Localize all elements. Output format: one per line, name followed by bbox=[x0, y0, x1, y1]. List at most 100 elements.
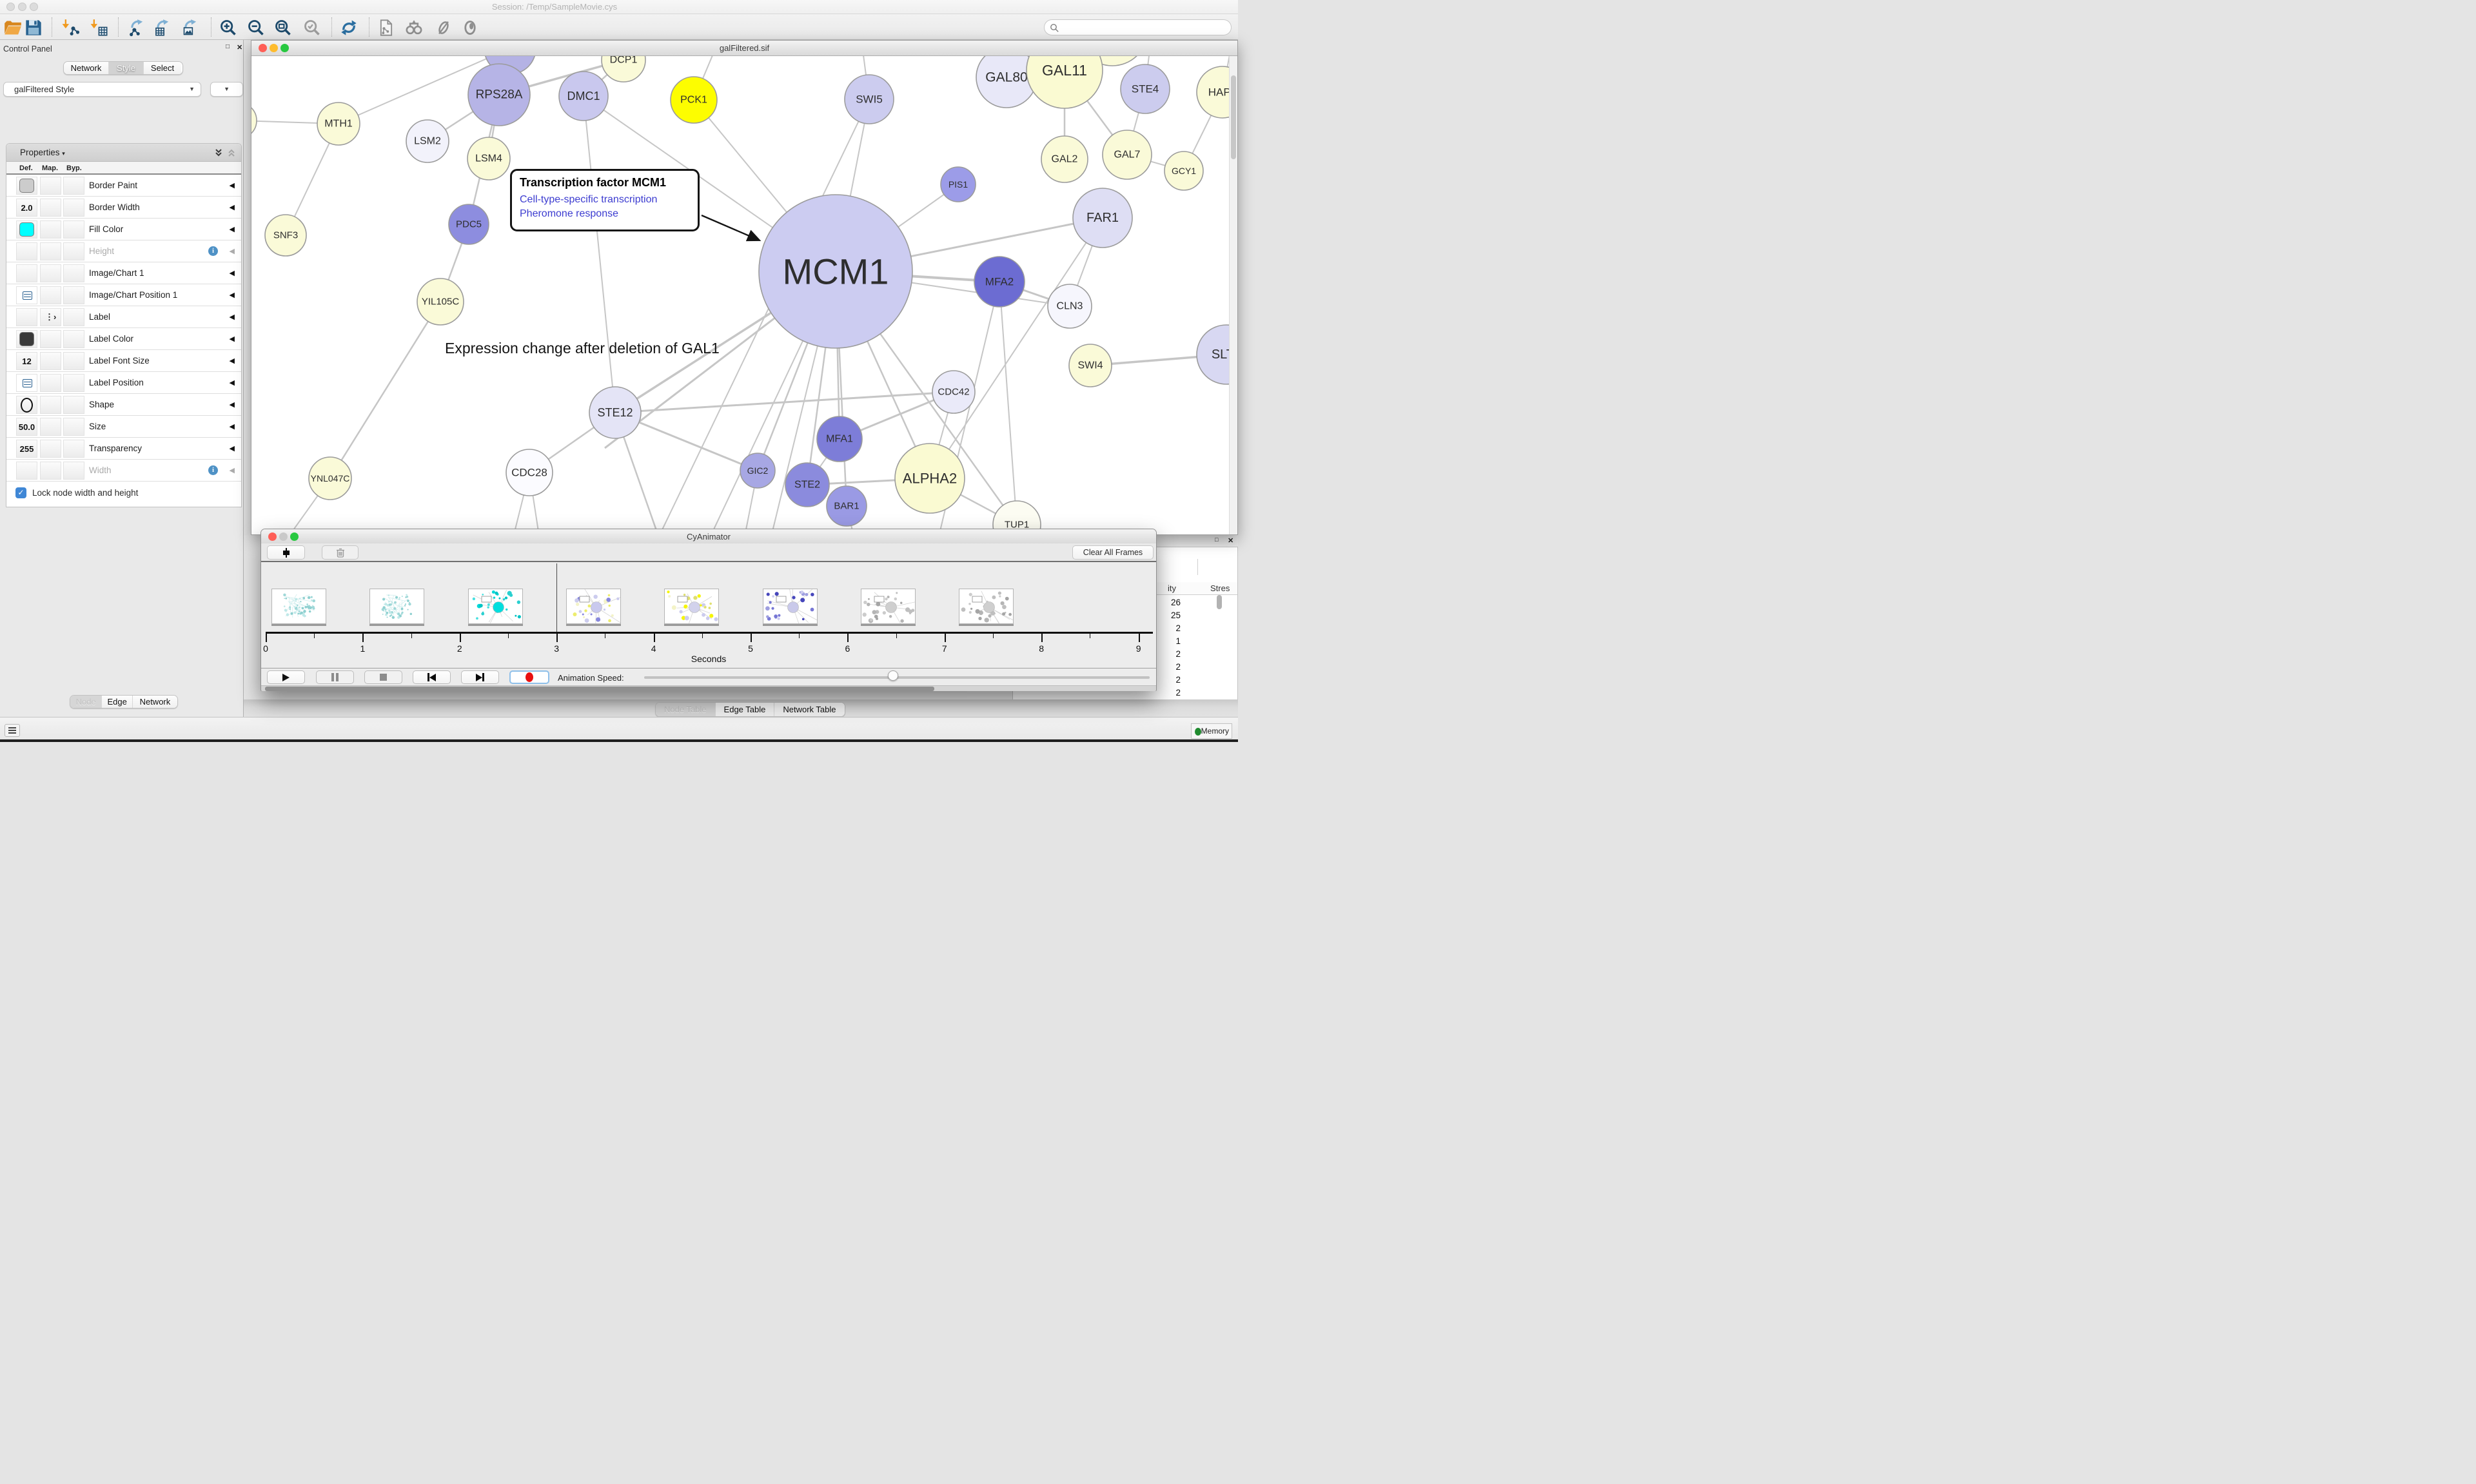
property-row[interactable]: 12Label Font Size◀ bbox=[6, 350, 241, 372]
skip-to-end-button[interactable] bbox=[461, 670, 499, 684]
network-node[interactable]: CDC42 bbox=[932, 371, 975, 413]
network-node[interactable]: STE4 bbox=[1121, 64, 1170, 113]
byp-cell[interactable] bbox=[63, 242, 84, 260]
network-node[interactable]: FAR1 bbox=[1073, 188, 1132, 248]
window-close-icon[interactable] bbox=[6, 3, 15, 11]
byp-cell[interactable] bbox=[63, 308, 84, 326]
network-file-icon[interactable] bbox=[377, 19, 395, 37]
network-edge[interactable] bbox=[330, 302, 440, 478]
network-node[interactable]: LSM2 bbox=[406, 120, 449, 162]
save-session-icon[interactable] bbox=[25, 19, 43, 37]
lock-checkbox[interactable]: ✓ bbox=[15, 487, 26, 498]
byp-cell[interactable] bbox=[63, 352, 84, 370]
expand-all-icon[interactable] bbox=[214, 148, 223, 157]
tab-style[interactable]: Style bbox=[109, 62, 144, 74]
network-node[interactable]: MTH1 bbox=[317, 103, 360, 145]
export-table-icon[interactable] bbox=[154, 19, 172, 37]
expand-property-icon[interactable]: ◀ bbox=[230, 313, 235, 321]
clear-all-frames-button[interactable]: Clear All Frames bbox=[1072, 545, 1154, 560]
map-cell[interactable] bbox=[40, 352, 61, 370]
byp-cell[interactable] bbox=[63, 418, 84, 436]
expand-property-icon[interactable]: ◀ bbox=[230, 203, 235, 211]
network-caption[interactable]: Expression change after deletion of GAL1 bbox=[445, 340, 720, 357]
add-frame-button[interactable] bbox=[267, 545, 305, 560]
byp-cell[interactable] bbox=[63, 220, 84, 239]
network-node[interactable]: DCP1 bbox=[602, 56, 645, 82]
def-cell[interactable] bbox=[16, 308, 37, 326]
expand-property-icon[interactable]: ◀ bbox=[230, 444, 235, 453]
property-row[interactable]: Image/Chart 1◀ bbox=[6, 262, 241, 284]
property-row[interactable]: Border Paint◀ bbox=[6, 175, 241, 197]
tab-edge[interactable]: Edge bbox=[102, 696, 132, 708]
cyanimator-timeline[interactable]: 0123456789 Seconds bbox=[261, 562, 1156, 667]
property-row[interactable]: Label Color◀ bbox=[6, 328, 241, 350]
def-cell[interactable] bbox=[16, 242, 37, 260]
hide-graphics-details-icon[interactable] bbox=[435, 19, 453, 37]
collapse-all-icon[interactable] bbox=[227, 148, 236, 157]
cyanimator-titlebar[interactable]: CyAnimator bbox=[261, 529, 1156, 545]
def-cell[interactable] bbox=[16, 220, 37, 239]
float-panel-icon[interactable]: □ bbox=[226, 43, 230, 50]
search-input[interactable] bbox=[1044, 19, 1232, 35]
byp-cell[interactable] bbox=[63, 440, 84, 458]
network-edge[interactable] bbox=[999, 282, 1017, 525]
network-canvas[interactable]: RPS28ADMC1DCP1PCK1MTH1LSM2LSM4SNF3PDC5YI… bbox=[251, 56, 1237, 534]
expand-property-icon[interactable]: ◀ bbox=[230, 335, 235, 343]
search-documents-icon[interactable] bbox=[405, 19, 423, 37]
network-edge[interactable] bbox=[584, 96, 615, 413]
property-row[interactable]: Label Position◀ bbox=[6, 372, 241, 394]
expand-property-icon[interactable]: ◀ bbox=[230, 378, 235, 387]
style-options-button[interactable]: ▼ bbox=[210, 82, 243, 97]
def-cell[interactable] bbox=[16, 396, 37, 414]
slider-handle[interactable] bbox=[888, 670, 898, 681]
info-icon[interactable]: i bbox=[208, 246, 218, 256]
tab-edge-table[interactable]: Edge Table bbox=[716, 703, 775, 716]
property-row[interactable]: Widthi◀ bbox=[6, 460, 241, 482]
network-edge[interactable] bbox=[930, 218, 1103, 478]
network-node[interactable]: YNL047C bbox=[309, 457, 351, 500]
property-row[interactable]: 50.0Size◀ bbox=[6, 416, 241, 438]
byp-cell[interactable] bbox=[63, 330, 84, 348]
def-cell[interactable]: 2.0 bbox=[16, 199, 37, 217]
tab-node-table[interactable]: Node Table bbox=[656, 703, 716, 716]
property-row[interactable]: Heighti◀ bbox=[6, 240, 241, 262]
map-cell[interactable] bbox=[40, 220, 61, 239]
timeline-frame-thumbnail[interactable] bbox=[271, 589, 326, 624]
network-node[interactable]: SWI5 bbox=[845, 75, 894, 124]
float-panel-icon[interactable]: □ bbox=[1215, 536, 1218, 543]
property-row[interactable]: Shape◀ bbox=[6, 394, 241, 416]
network-node[interactable]: GAL2 bbox=[1041, 136, 1088, 182]
tab-node[interactable]: Node bbox=[70, 696, 102, 708]
network-node[interactable]: PCK1 bbox=[671, 77, 717, 123]
map-cell[interactable] bbox=[40, 418, 61, 436]
expand-property-icon[interactable]: ◀ bbox=[230, 269, 235, 277]
memory-button[interactable]: Memory bbox=[1191, 723, 1232, 739]
property-row[interactable]: Image/Chart Position 1◀ bbox=[6, 284, 241, 306]
network-node[interactable]: GAL11 bbox=[1027, 56, 1103, 108]
timeline-frame-thumbnail[interactable] bbox=[369, 589, 424, 624]
network-node[interactable]: SWI4 bbox=[1069, 344, 1112, 387]
network-node[interactable]: MFA2 bbox=[974, 257, 1025, 307]
import-table-icon[interactable] bbox=[90, 19, 108, 37]
property-row[interactable]: Fill Color◀ bbox=[6, 219, 241, 240]
annotation-box[interactable]: Transcription factor MCM1 Cell-type-spec… bbox=[510, 169, 700, 231]
expand-property-icon[interactable]: ◀ bbox=[230, 247, 235, 255]
byp-cell[interactable] bbox=[63, 396, 84, 414]
network-node[interactable]: BAR1 bbox=[827, 486, 867, 526]
task-history-button[interactable] bbox=[5, 724, 20, 737]
tab-network-table[interactable]: Network Table bbox=[774, 703, 844, 716]
def-cell[interactable]: 12 bbox=[16, 352, 37, 370]
tab-select[interactable]: Select bbox=[144, 62, 181, 74]
timeline-frame-thumbnail[interactable] bbox=[763, 589, 818, 624]
network-node[interactable]: ALPHA2 bbox=[895, 444, 965, 513]
network-node[interactable]: RPS28A bbox=[468, 64, 530, 126]
close-panel-icon[interactable]: ✕ bbox=[1228, 536, 1233, 545]
network-node[interactable]: LSM4 bbox=[467, 137, 510, 180]
open-session-icon[interactable] bbox=[4, 19, 22, 37]
zoom-selected-icon[interactable] bbox=[303, 19, 321, 37]
import-network-icon[interactable] bbox=[62, 19, 80, 37]
style-selector[interactable]: galFiltered Style ▼ bbox=[3, 82, 201, 97]
byp-cell[interactable] bbox=[63, 374, 84, 392]
map-cell[interactable] bbox=[40, 396, 61, 414]
record-button[interactable] bbox=[509, 670, 549, 684]
